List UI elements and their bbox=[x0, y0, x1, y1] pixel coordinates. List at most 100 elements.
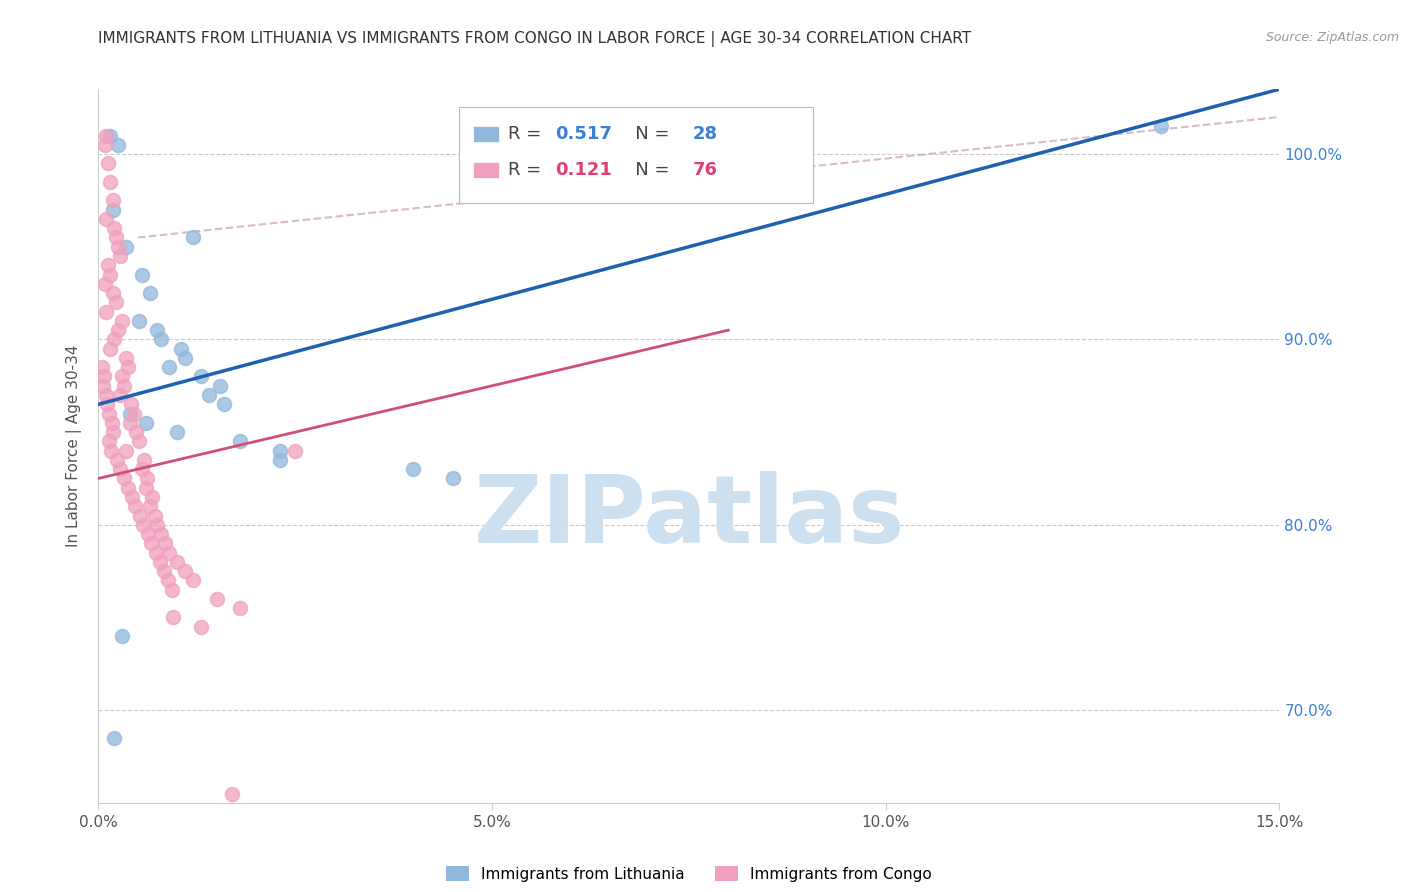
Legend: Immigrants from Lithuania, Immigrants from Congo: Immigrants from Lithuania, Immigrants fr… bbox=[440, 860, 938, 888]
Point bbox=[98, 175, 121, 189]
Point bbox=[115, 351, 138, 365]
Point bbox=[131, 462, 153, 476]
Point bbox=[221, 787, 243, 801]
Point bbox=[98, 342, 121, 356]
Text: 28: 28 bbox=[693, 125, 717, 143]
Point bbox=[97, 156, 120, 170]
Point bbox=[138, 286, 160, 301]
Point bbox=[146, 517, 169, 532]
Point bbox=[170, 342, 193, 356]
Point bbox=[166, 555, 188, 569]
Point bbox=[97, 434, 120, 449]
Point bbox=[136, 527, 159, 541]
FancyBboxPatch shape bbox=[458, 107, 813, 203]
Point bbox=[111, 314, 134, 328]
Point bbox=[229, 601, 252, 615]
Point bbox=[93, 137, 115, 152]
Point bbox=[124, 500, 146, 514]
Point bbox=[162, 610, 184, 624]
Point bbox=[129, 508, 152, 523]
Point bbox=[98, 268, 121, 282]
Point bbox=[157, 360, 180, 375]
Point bbox=[110, 388, 132, 402]
Point bbox=[97, 258, 120, 272]
Point bbox=[269, 453, 291, 467]
Point bbox=[101, 416, 124, 430]
Point bbox=[128, 314, 150, 328]
Point bbox=[94, 388, 117, 402]
Text: ZIPatlas: ZIPatlas bbox=[474, 471, 904, 564]
Point bbox=[174, 351, 197, 365]
Point bbox=[112, 378, 135, 392]
Point bbox=[156, 574, 179, 588]
Point bbox=[132, 517, 155, 532]
Point bbox=[96, 128, 118, 143]
Text: Source: ZipAtlas.com: Source: ZipAtlas.com bbox=[1265, 31, 1399, 45]
Text: R =: R = bbox=[508, 161, 547, 178]
Point bbox=[125, 425, 148, 439]
Point bbox=[117, 481, 139, 495]
Point bbox=[205, 591, 228, 606]
Point bbox=[150, 527, 173, 541]
Point bbox=[115, 443, 138, 458]
Text: N =: N = bbox=[619, 125, 675, 143]
Point bbox=[118, 407, 141, 421]
Point bbox=[111, 629, 134, 643]
Point bbox=[143, 508, 166, 523]
Point bbox=[197, 388, 219, 402]
Point bbox=[190, 369, 212, 384]
Point bbox=[112, 471, 135, 485]
Point bbox=[96, 211, 118, 226]
Point bbox=[93, 369, 115, 384]
Point bbox=[149, 555, 172, 569]
Point bbox=[93, 277, 115, 291]
Point bbox=[96, 397, 118, 411]
Point bbox=[131, 268, 153, 282]
Point bbox=[209, 378, 232, 392]
Point bbox=[117, 360, 139, 375]
Point bbox=[160, 582, 183, 597]
Point bbox=[135, 481, 157, 495]
Point bbox=[111, 369, 134, 384]
Point bbox=[174, 564, 197, 578]
Point bbox=[108, 462, 131, 476]
Point bbox=[101, 194, 124, 208]
Point bbox=[190, 620, 212, 634]
Y-axis label: In Labor Force | Age 30-34: In Labor Force | Age 30-34 bbox=[66, 344, 83, 548]
Point bbox=[91, 360, 114, 375]
Point bbox=[110, 249, 132, 263]
Point bbox=[107, 137, 129, 152]
FancyBboxPatch shape bbox=[472, 127, 499, 142]
Point bbox=[141, 490, 163, 504]
Point bbox=[441, 471, 464, 485]
Point bbox=[181, 574, 204, 588]
Point bbox=[128, 434, 150, 449]
Point bbox=[105, 453, 128, 467]
Point bbox=[98, 128, 121, 143]
Text: R =: R = bbox=[508, 125, 547, 143]
Point bbox=[155, 536, 177, 550]
Text: 0.121: 0.121 bbox=[555, 161, 613, 178]
Point bbox=[122, 407, 145, 421]
Text: N =: N = bbox=[619, 161, 675, 178]
Point bbox=[138, 500, 160, 514]
Point bbox=[104, 295, 127, 310]
Text: 76: 76 bbox=[693, 161, 717, 178]
Point bbox=[96, 304, 118, 318]
Point bbox=[98, 407, 121, 421]
Point bbox=[152, 564, 174, 578]
Point bbox=[103, 221, 125, 235]
Point bbox=[107, 323, 129, 337]
Point bbox=[214, 397, 236, 411]
Point bbox=[115, 240, 138, 254]
Point bbox=[269, 443, 291, 458]
Point bbox=[103, 333, 125, 347]
Point bbox=[135, 416, 157, 430]
Point bbox=[121, 490, 143, 504]
Point bbox=[150, 333, 173, 347]
Point bbox=[132, 453, 155, 467]
Point bbox=[100, 443, 122, 458]
Point bbox=[146, 323, 169, 337]
Point bbox=[103, 731, 125, 745]
FancyBboxPatch shape bbox=[472, 162, 499, 178]
